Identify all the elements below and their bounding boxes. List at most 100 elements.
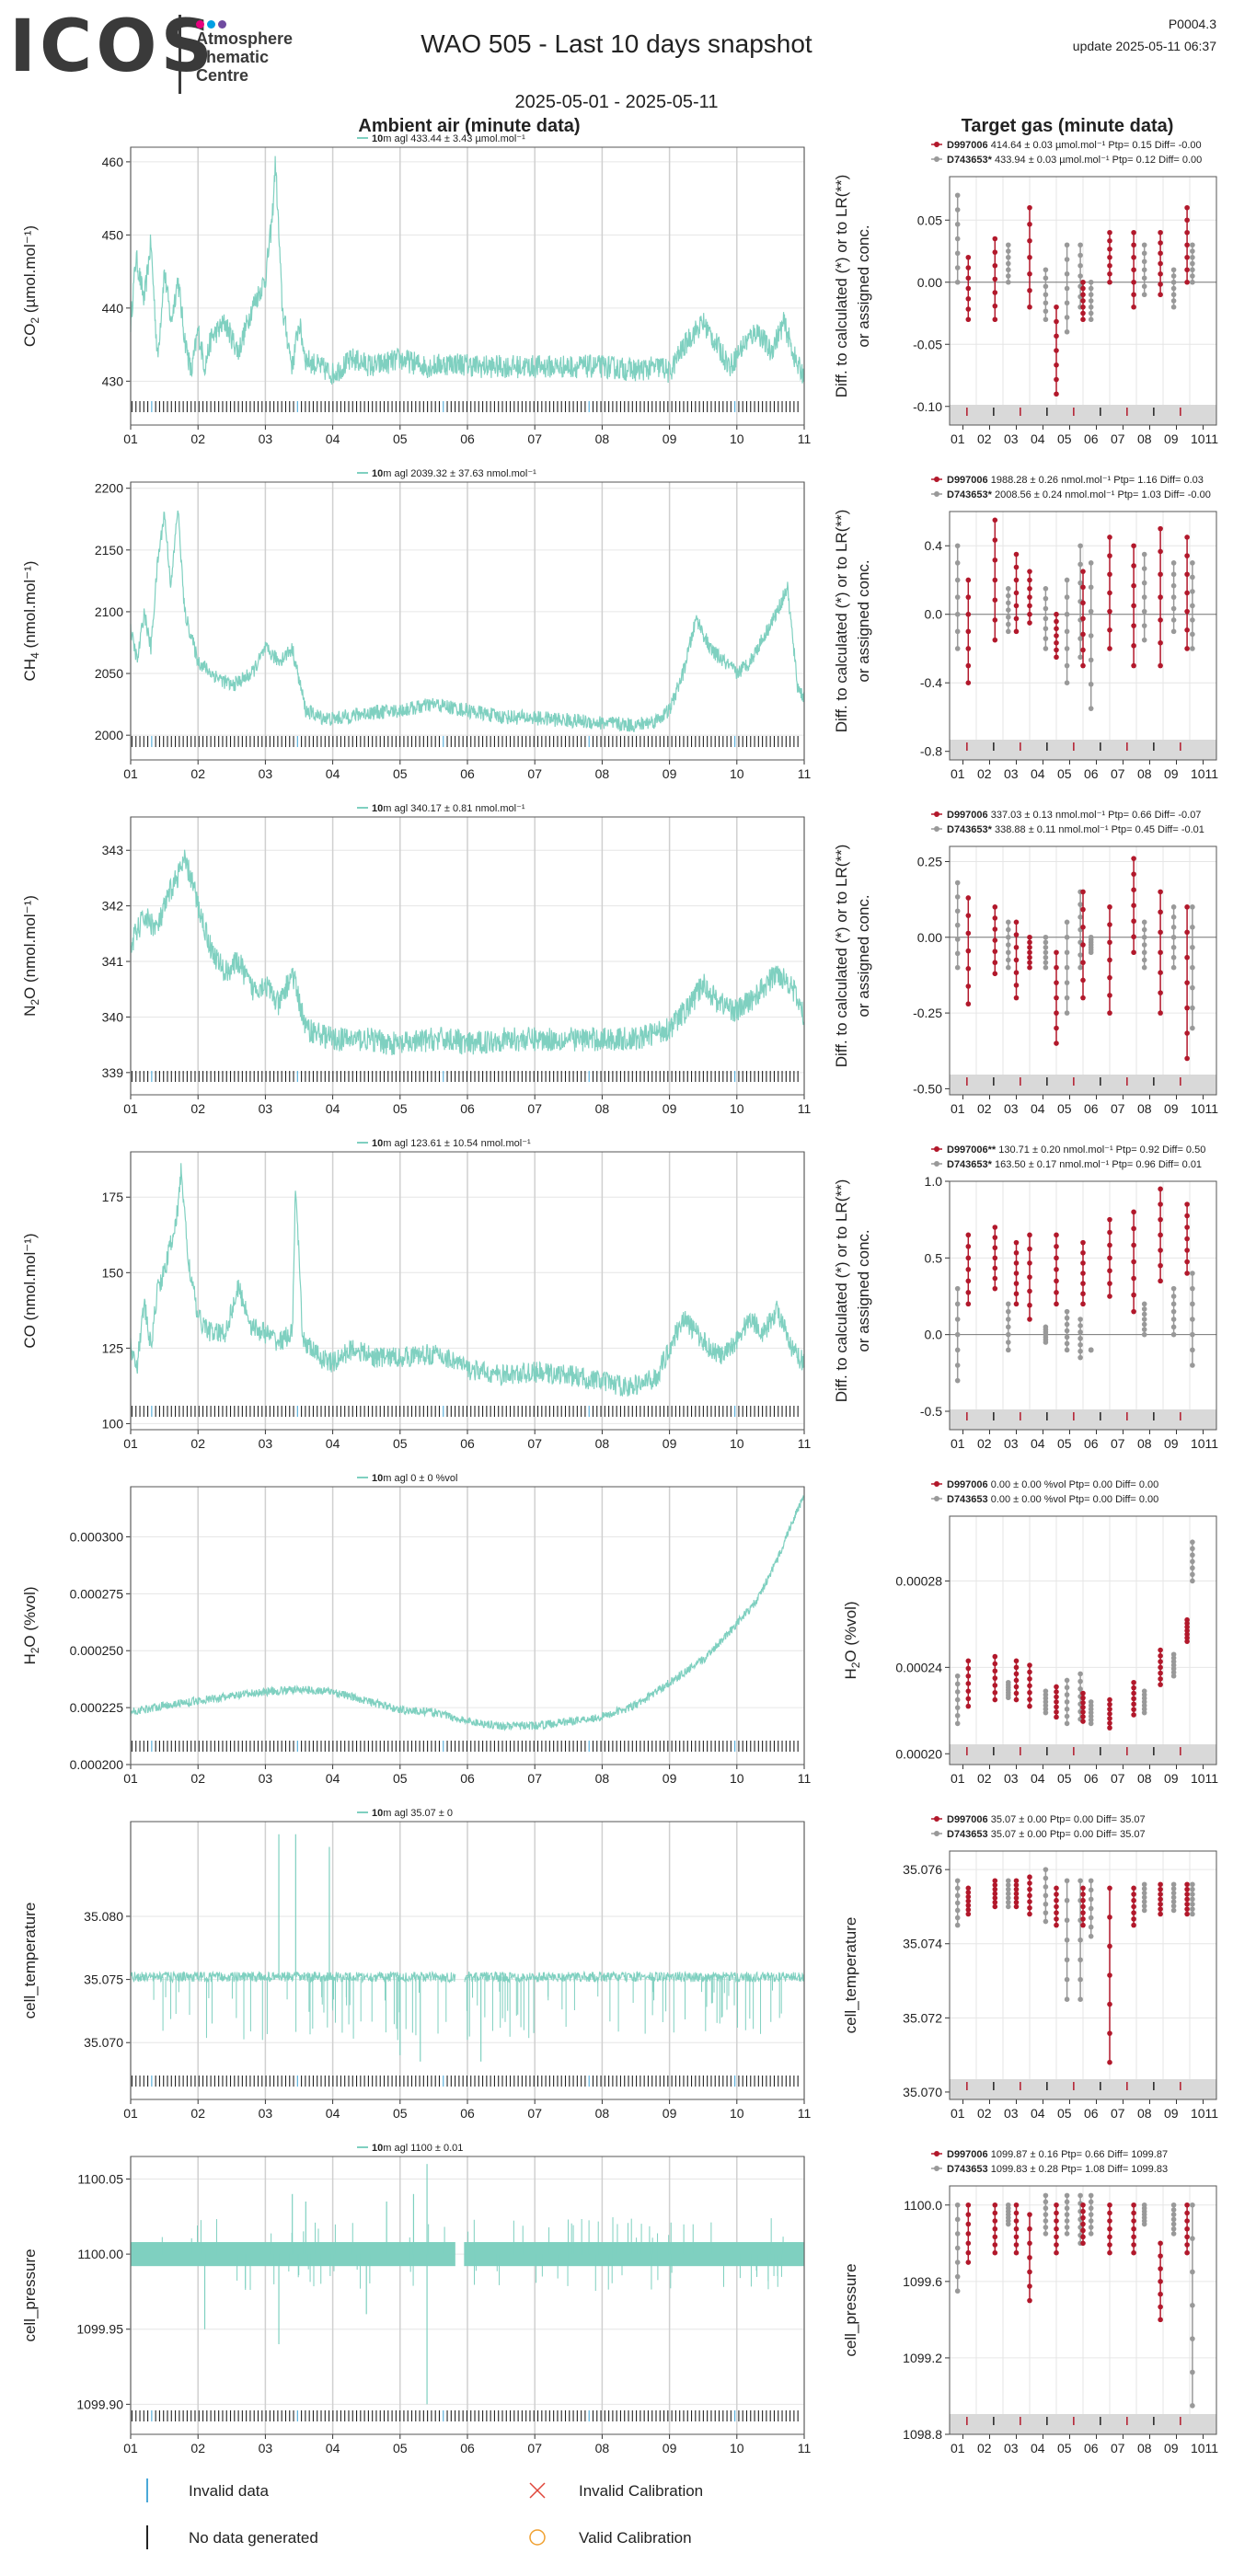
xtick-label: 02: [190, 1436, 205, 1451]
target-series-2-point: [1043, 626, 1049, 632]
ytick-label: 100: [102, 1416, 124, 1431]
target-series-1-point: [992, 236, 998, 242]
xtick-label: 01: [951, 2441, 965, 2455]
xtick-label: 05: [1057, 1101, 1072, 1116]
xtick-label: 02: [190, 2441, 205, 2455]
target-series-1-point: [1027, 1246, 1032, 1252]
target-series-1-point: [1131, 304, 1136, 310]
ytick-label: 2050: [95, 666, 123, 681]
target-series-1-point: [1027, 594, 1032, 600]
target-series-2-point: [1077, 1336, 1083, 1341]
target-legend-dot: [934, 1161, 939, 1167]
target-series-1-point: [1013, 1664, 1020, 1671]
target-series-2-point: [1006, 1347, 1011, 1353]
target-series-2-point: [1077, 1976, 1083, 1983]
target-series-2-point: [1088, 2205, 1094, 2212]
target-series-1-point: [1080, 569, 1086, 574]
target-series-1-point: [1080, 1892, 1086, 1897]
target-series-2-point: [1064, 964, 1070, 971]
target-series-2-point: [1170, 1666, 1177, 1672]
target-series-1-point: [1158, 1911, 1163, 1917]
target-series-1-point: [1107, 270, 1112, 277]
target-series-1-point: [965, 966, 972, 972]
xtick-label: 02: [190, 2106, 205, 2121]
target-series-2-point: [1064, 1720, 1070, 1727]
ytick-label: 175: [102, 1190, 124, 1204]
target-series-2-point: [1190, 574, 1195, 581]
target-series-2-point: [1043, 944, 1049, 950]
target-series-1-point: [1184, 1631, 1190, 1638]
target-series-1-point: [1107, 1281, 1112, 1286]
target-series-2-point: [954, 1885, 961, 1892]
target-series-2-point: [1088, 316, 1094, 323]
target-series-2-point: [1064, 1897, 1070, 1903]
target-ylabel: Diff. to calculated (*) or to LR(**): [833, 175, 850, 398]
target-series-2-point: [1170, 1907, 1177, 1914]
target-series-1-point: [1158, 662, 1163, 669]
target-series-1-point: [1080, 995, 1086, 1001]
target-series-2-point: [954, 221, 961, 227]
target-series-2-point: [1170, 1673, 1177, 1679]
ytick-label: -0.25: [913, 1006, 942, 1020]
target-series-1-point: [1054, 1699, 1059, 1705]
xtick-label: 06: [1084, 2441, 1099, 2455]
target-series-2-point: [954, 1705, 961, 1710]
target-series-1-point: [992, 971, 998, 977]
target-series-1-point: [1027, 949, 1032, 956]
target-series-1-point: [1027, 1703, 1032, 1709]
target-series-1-point: [1184, 590, 1190, 596]
target-series-1-point: [1107, 1229, 1112, 1236]
target-series-1-point: [1131, 1685, 1136, 1691]
target-series-1-point: [1184, 267, 1190, 273]
target-series-1-point: [1013, 2234, 1020, 2240]
target-series-2-point: [1141, 594, 1147, 600]
target-series-1-point: [1107, 2234, 1112, 2240]
target-series-2-point: [1064, 919, 1070, 926]
target-series-1-point: [992, 904, 998, 910]
target-series-1-point: [1131, 1922, 1136, 1928]
target-series-1-point: [1013, 1281, 1020, 1286]
target-series-1-point: [992, 1886, 998, 1892]
target-series-1-point: [1131, 2218, 1136, 2224]
target-series-2-point: [1064, 1334, 1070, 1340]
target-series-1-point: [1054, 1255, 1059, 1261]
target-series-1-point: [992, 637, 998, 643]
target-series-1-point: [1184, 1236, 1190, 1242]
target-series-1-point: [1013, 1690, 1020, 1696]
target-legend: D997006 337.03 ± 0.13 nmol.mol⁻¹ Ptp= 0.…: [947, 810, 1201, 821]
target-series-1-point: [965, 948, 972, 954]
ytick-label: 35.076: [903, 1862, 942, 1877]
target-series-2-point: [1141, 551, 1147, 558]
target-series-1-point: [1158, 2240, 1163, 2247]
xtick-label: 02: [977, 1436, 992, 1451]
xtick-label: 10: [1191, 431, 1205, 446]
target-series-1-point: [1080, 285, 1086, 292]
target-series-2-point: [1141, 949, 1147, 956]
target-series-2-point: [954, 1907, 961, 1914]
target-series-2-point: [954, 1712, 961, 1719]
target-series-2-point: [1088, 1713, 1094, 1719]
target-series-2-point: [1006, 926, 1011, 933]
target-series-1-point: [1054, 304, 1059, 310]
target-series-2-point: [1043, 934, 1049, 940]
target-series-1-point: [1158, 270, 1163, 277]
target-series-1-point: [1158, 260, 1163, 267]
target-plot-frame: [949, 1515, 1217, 1765]
target-series-2-point: [1170, 304, 1177, 310]
xtick-label: 01: [123, 2441, 138, 2455]
target-series-1-point: [965, 285, 972, 292]
target-series-1-point: [1027, 2225, 1032, 2232]
target-series-2-point: [1043, 1892, 1049, 1899]
xtick-label: 08: [595, 766, 610, 781]
logo-icos: ICOS: [9, 6, 216, 88]
target-series-2-point: [1064, 646, 1070, 651]
target-series-1-point: [965, 1673, 972, 1679]
xtick-label: 04: [326, 1101, 340, 1116]
target-series-2-point: [1077, 902, 1083, 907]
target-series-2-point: [1064, 1937, 1070, 1943]
calibration-band: [950, 1409, 1216, 1430]
target-series-2-point: [1043, 1706, 1049, 1712]
target-series-2-point: [1077, 1686, 1083, 1692]
ytick-label: 2000: [95, 728, 123, 742]
ambient-series-line: [130, 1495, 805, 1731]
